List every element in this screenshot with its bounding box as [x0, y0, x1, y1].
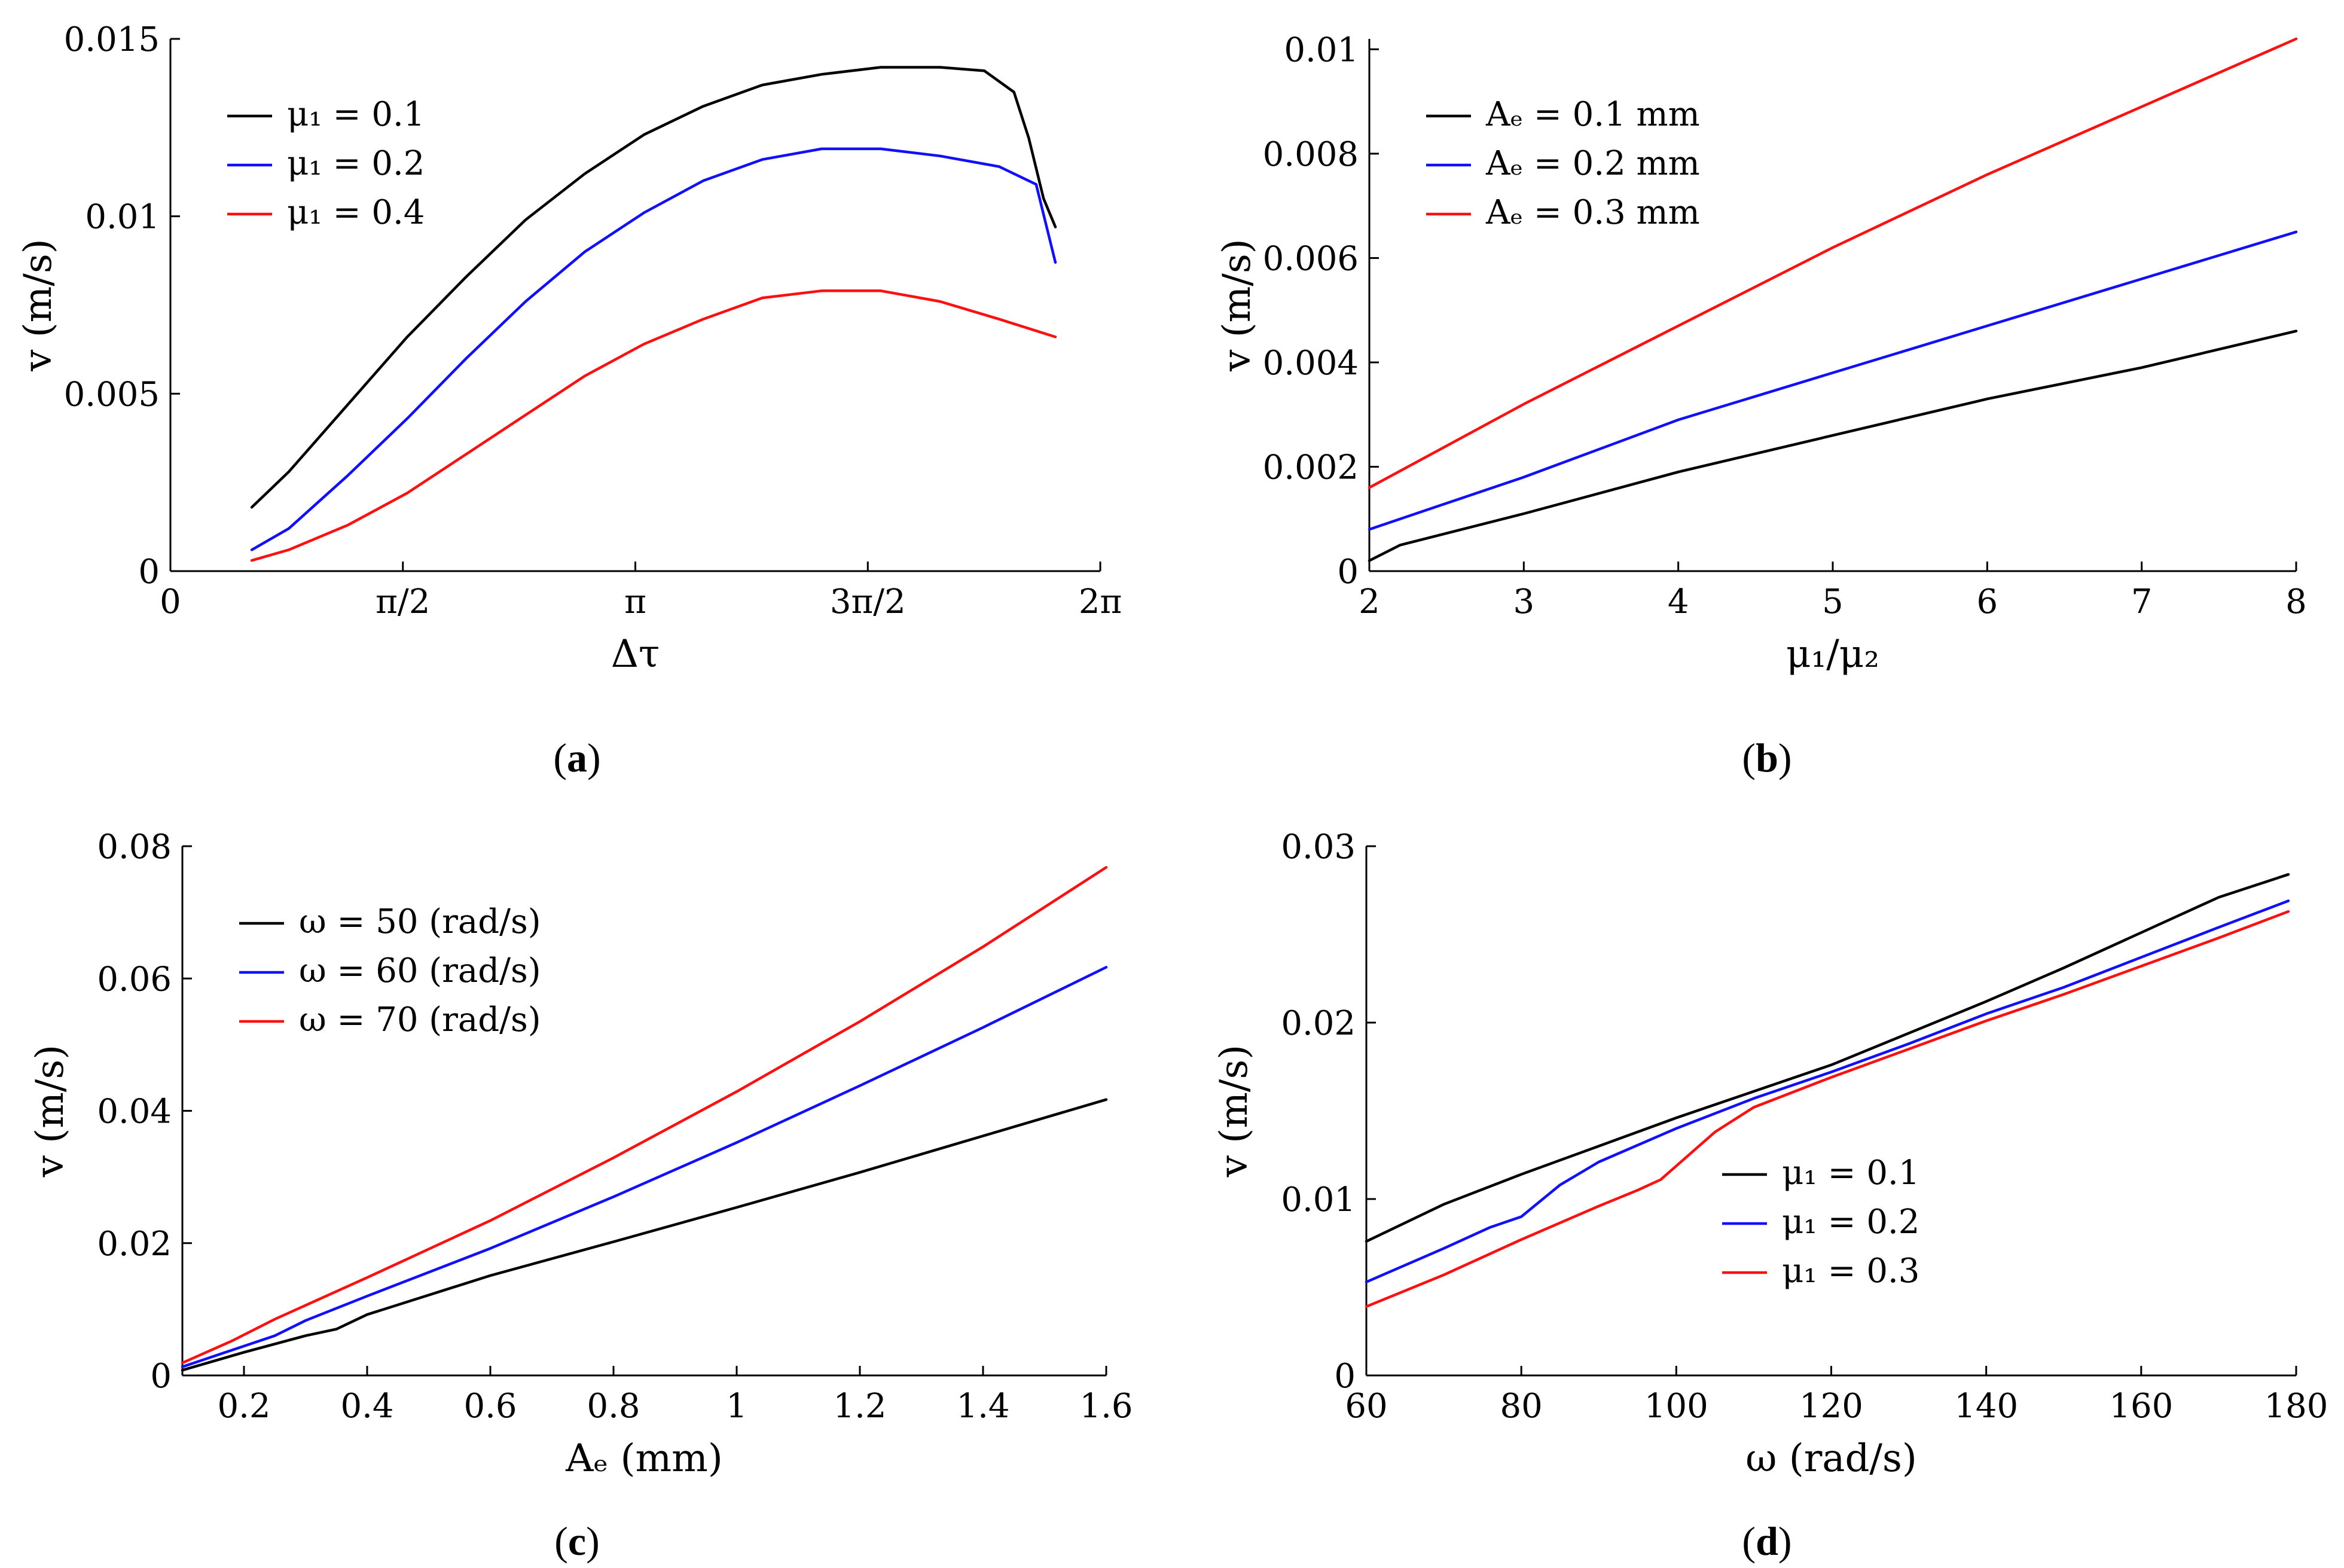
- panel-caption: (a): [553, 735, 600, 780]
- y-tick-label: 0.06: [97, 960, 172, 999]
- x-tick-label: 8: [2285, 582, 2307, 621]
- legend-entry: μ₁ = 0.1: [1782, 1154, 1919, 1192]
- y-axis-label: v (m/s): [28, 1045, 72, 1178]
- x-tick-label: π/2: [376, 582, 430, 621]
- panel-caption-letter: d: [1756, 1518, 1778, 1564]
- legend-entry: μ₁ = 0.4: [287, 193, 425, 232]
- series-line-3: [1368, 37, 2298, 489]
- x-tick-label: 0.8: [587, 1387, 640, 1426]
- x-tick-label: 120: [1799, 1387, 1863, 1426]
- y-tick-label: 0.03: [1281, 828, 1356, 867]
- x-tick-label: 60: [1345, 1387, 1387, 1426]
- panel-caption-letter: a: [567, 735, 587, 780]
- legend-entry: ω = 60 (rad/s): [299, 951, 541, 990]
- y-axis-label: v (m/s): [1212, 1045, 1256, 1178]
- series-line-2: [181, 966, 1108, 1368]
- x-tick-label: 1.4: [956, 1387, 1009, 1426]
- chart-panel-c: 0.2 0.4 0.6 0.8 1 1.2 1.4 1.6 0 0.02 0.04 0.06 0.08 A…: [28, 828, 1133, 1564]
- x-tick-label: 3π/2: [830, 582, 906, 621]
- x-tick-label: 0.4: [340, 1387, 393, 1426]
- y-tick-label: 0.01: [1281, 1180, 1356, 1219]
- x-tick-label: 80: [1500, 1387, 1543, 1426]
- panel-caption: (b): [1742, 735, 1791, 780]
- x-tick-label: π: [624, 582, 646, 621]
- series-line-3: [1365, 910, 2290, 1308]
- x-tick-label: 1.6: [1079, 1387, 1133, 1426]
- x-tick-label: 6: [1977, 582, 1998, 621]
- series-line-2: [1365, 899, 2290, 1283]
- x-tick-label: 0: [160, 582, 181, 621]
- y-axis-label: v (m/s): [16, 239, 60, 372]
- y-tick-label: 0.02: [1281, 1004, 1356, 1043]
- legend-entry: μ₁ = 0.2: [1782, 1203, 1919, 1241]
- panel-caption: (c): [554, 1518, 600, 1564]
- legend-entry: ω = 70 (rad/s): [299, 1000, 541, 1039]
- x-tick-label: 7: [2131, 582, 2153, 621]
- y-tick-label: 0.08: [97, 828, 172, 867]
- series-line-1: [1365, 873, 2290, 1243]
- y-tick-label: 0: [150, 1357, 172, 1396]
- x-axis-label: Aₑ (mm): [565, 1436, 723, 1481]
- y-tick-label: 0: [138, 553, 160, 591]
- legend-entry: μ₁ = 0.3: [1782, 1252, 1919, 1291]
- x-tick-label: 180: [2264, 1387, 2328, 1426]
- x-tick-label: 1.2: [833, 1387, 886, 1426]
- y-tick-label: 0.02: [97, 1225, 172, 1264]
- chart-panel-d: 60 80 100 120 140 160 180 0 0.01 0.02 0.03 ω (rad/s…: [1212, 828, 2328, 1564]
- x-axis-label: μ₁/μ₂: [1786, 632, 1879, 676]
- y-tick-label: 0.008: [1263, 135, 1359, 174]
- y-tick-label: 0: [1334, 1357, 1356, 1396]
- x-tick-label: 100: [1644, 1387, 1708, 1426]
- y-tick-label: 0.004: [1263, 344, 1359, 383]
- series-line-2: [1368, 230, 2298, 531]
- panel-caption-letter: c: [568, 1518, 586, 1564]
- legend-entry: Aₑ = 0.2 mm: [1485, 144, 1700, 183]
- x-axis-label: Δτ: [611, 632, 660, 676]
- y-tick-label: 0.006: [1263, 239, 1359, 278]
- legend-entry: μ₁ = 0.2: [287, 144, 425, 183]
- series-line-1: [250, 66, 1057, 509]
- x-tick-label: 0.6: [463, 1387, 517, 1426]
- y-axis-label: v (m/s): [1215, 239, 1259, 372]
- y-tick-label: 0.015: [64, 20, 160, 59]
- y-tick-label: 0: [1337, 553, 1359, 591]
- x-tick-label: 3: [1513, 582, 1535, 621]
- x-tick-label: 4: [1668, 582, 1689, 621]
- y-tick-label: 0.01: [1284, 30, 1359, 69]
- panel-caption-letter: b: [1756, 735, 1778, 780]
- x-tick-label: 2: [1359, 582, 1380, 621]
- series-line-3: [250, 289, 1057, 562]
- x-tick-label: 140: [1954, 1387, 2018, 1426]
- series-line-2: [250, 147, 1057, 551]
- x-tick-label: 160: [2109, 1387, 2173, 1426]
- y-tick-label: 0.01: [85, 198, 160, 237]
- series-line-1: [181, 1098, 1108, 1372]
- x-tick-label: 1: [726, 1387, 747, 1426]
- x-axis-label: ω (rad/s): [1745, 1436, 1917, 1481]
- y-tick-label: 0.002: [1263, 448, 1359, 487]
- legend-entry: ω = 50 (rad/s): [299, 902, 541, 941]
- panel-caption: (d): [1742, 1518, 1791, 1564]
- chart-panel-b: 2 3 4 5 6 7 8 0 0.002 0.004 0.006 0.008 0.01 μ₁/μ₂ v (…: [1215, 30, 2307, 780]
- x-tick-label: 0.2: [217, 1387, 270, 1426]
- legend-entry: Aₑ = 0.1 mm: [1485, 95, 1700, 134]
- series-line-1: [1368, 330, 2298, 562]
- y-tick-label: 0.005: [64, 375, 160, 414]
- legend-entry: μ₁ = 0.1: [287, 95, 425, 134]
- series-line-3: [181, 866, 1108, 1365]
- y-tick-label: 0.04: [97, 1093, 172, 1131]
- chart-panel-a: 0 π/2 π 3π/2 2π 0 0.005 0.01 0.015 Δτ v (m/s) μ₁ = …: [16, 20, 1122, 780]
- legend-entry: Aₑ = 0.3 mm: [1485, 193, 1700, 232]
- x-tick-label: 5: [1822, 582, 1844, 621]
- x-tick-label: 2π: [1079, 582, 1122, 621]
